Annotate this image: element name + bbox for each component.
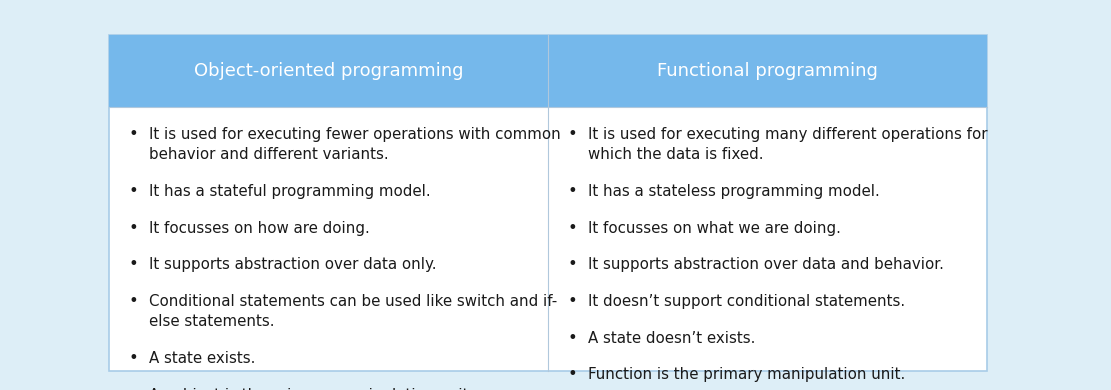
Text: It is used for executing fewer operations with common
behavior and different var: It is used for executing fewer operation… xyxy=(149,127,561,161)
Text: •: • xyxy=(129,294,138,309)
Text: A state doesn’t exists.: A state doesn’t exists. xyxy=(588,331,755,346)
FancyBboxPatch shape xyxy=(109,35,548,107)
Text: •: • xyxy=(568,367,577,382)
FancyBboxPatch shape xyxy=(548,35,987,107)
Text: A state exists.: A state exists. xyxy=(149,351,256,366)
Text: It supports abstraction over data only.: It supports abstraction over data only. xyxy=(149,257,437,272)
Text: Functional programming: Functional programming xyxy=(657,62,878,80)
Text: •: • xyxy=(129,221,138,236)
Text: It has a stateful programming model.: It has a stateful programming model. xyxy=(149,184,430,199)
Text: •: • xyxy=(568,221,577,236)
Text: •: • xyxy=(129,184,138,199)
Text: •: • xyxy=(129,351,138,366)
Text: It supports abstraction over data and behavior.: It supports abstraction over data and be… xyxy=(588,257,943,272)
Text: •: • xyxy=(568,331,577,346)
Text: •: • xyxy=(568,184,577,199)
Text: Function is the primary manipulation unit.: Function is the primary manipulation uni… xyxy=(588,367,905,382)
Text: It doesn’t support conditional statements.: It doesn’t support conditional statement… xyxy=(588,294,904,309)
Text: It focusses on what we are doing.: It focusses on what we are doing. xyxy=(588,221,841,236)
Text: It focusses on how are doing.: It focusses on how are doing. xyxy=(149,221,370,236)
Text: •: • xyxy=(129,388,138,390)
Text: •: • xyxy=(568,127,577,142)
Text: Object-oriented programming: Object-oriented programming xyxy=(193,62,463,80)
Text: It has a stateless programming model.: It has a stateless programming model. xyxy=(588,184,880,199)
Text: •: • xyxy=(568,257,577,272)
Text: •: • xyxy=(568,294,577,309)
Text: •: • xyxy=(129,127,138,142)
Text: Conditional statements can be used like switch and if-
else statements.: Conditional statements can be used like … xyxy=(149,294,557,329)
Text: •: • xyxy=(129,257,138,272)
Text: An object is the primary manipulation unit.: An object is the primary manipulation un… xyxy=(149,388,473,390)
FancyBboxPatch shape xyxy=(109,35,987,370)
Text: It is used for executing many different operations for
which the data is fixed.: It is used for executing many different … xyxy=(588,127,988,161)
